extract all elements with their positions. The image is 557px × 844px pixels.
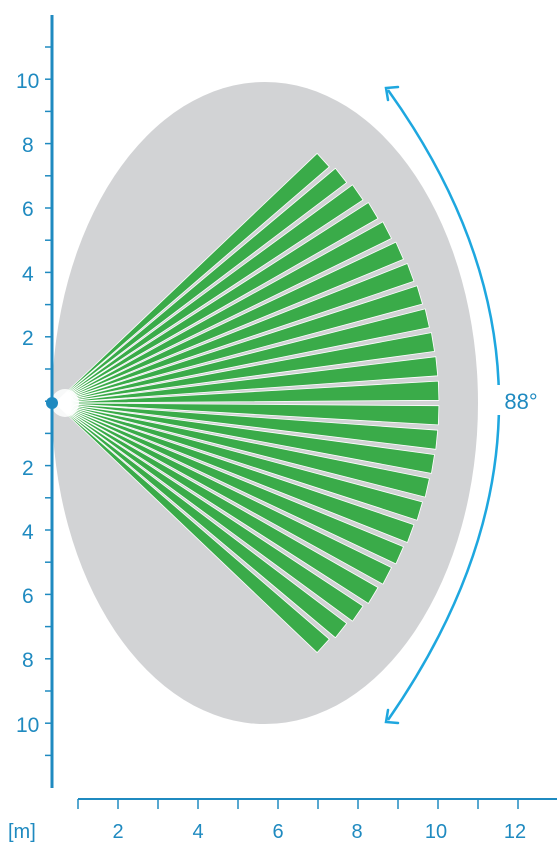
detection-beam: [54, 402, 330, 653]
detection-beam: [54, 402, 348, 639]
x-tick-label-12: 12: [504, 821, 526, 843]
angle-label-backdrop: [496, 385, 546, 415]
angle-label: 88°: [504, 389, 537, 414]
detection-beam: [54, 356, 439, 404]
detection-beam: [54, 402, 392, 585]
y-axis-labels: 10 8 6 4 2 2 4 6 8 10: [16, 70, 39, 737]
x-tick-label-8: 8: [351, 821, 362, 843]
detection-beam: [54, 184, 364, 404]
y-tick-label-2-lower: 2: [22, 457, 34, 480]
arc-arrowhead-top: [384, 85, 400, 102]
detection-beam: [54, 167, 348, 404]
detection-beam: [54, 221, 392, 404]
detection-beam: [54, 402, 379, 604]
detection-beam: [54, 202, 379, 404]
x-axis-minor-ticks: [77, 799, 519, 809]
detection-beam: [54, 402, 423, 521]
y-tick-label-8-upper: 8: [22, 134, 34, 157]
detection-beam: [54, 402, 404, 565]
detection-beam: [54, 402, 435, 474]
detection-beam: [54, 152, 330, 404]
detection-beam: [54, 285, 423, 404]
arc-arrowhead-bottom: [384, 708, 400, 725]
x-tick-label-10: 10: [425, 821, 447, 843]
detection-angle-indicator: 88°: [384, 85, 546, 725]
unit-label: [m]: [8, 821, 36, 843]
detection-beam: [54, 402, 440, 426]
y-tick-label-4-upper: 4: [22, 263, 34, 286]
detection-beam: [54, 402, 415, 543]
y-tick-label-6-upper: 6: [22, 198, 34, 221]
x-tick-label-4: 4: [192, 821, 203, 843]
detection-beam: [54, 308, 430, 404]
detection-beam: [54, 402, 430, 498]
y-tick-label-10-upper: 10: [16, 70, 39, 93]
detection-beam: [54, 402, 364, 622]
detection-beams: [51, 152, 440, 653]
x-axis-labels: [m] 2 4 6 8 10 12: [8, 821, 526, 843]
detection-beam: [54, 402, 439, 450]
detection-beam: [54, 241, 404, 404]
detection-beam: [54, 332, 435, 404]
y-axis-minor-ticks: [45, 46, 52, 757]
detection-beam: [54, 263, 415, 404]
y-tick-label-2-upper: 2: [22, 327, 34, 350]
y-tick-label-6-lower: 6: [22, 585, 34, 608]
y-tick-label-4-lower: 4: [22, 521, 34, 544]
y-tick-label-8-lower: 8: [22, 649, 34, 672]
detection-beam: [54, 380, 440, 404]
sensor-origin-dot: [46, 397, 58, 409]
beam-origin-glow: [51, 389, 79, 417]
y-tick-label-10-lower: 10: [16, 714, 39, 737]
coverage-area: [52, 82, 478, 724]
x-tick-label-6: 6: [272, 821, 283, 843]
x-tick-label-2: 2: [112, 821, 123, 843]
